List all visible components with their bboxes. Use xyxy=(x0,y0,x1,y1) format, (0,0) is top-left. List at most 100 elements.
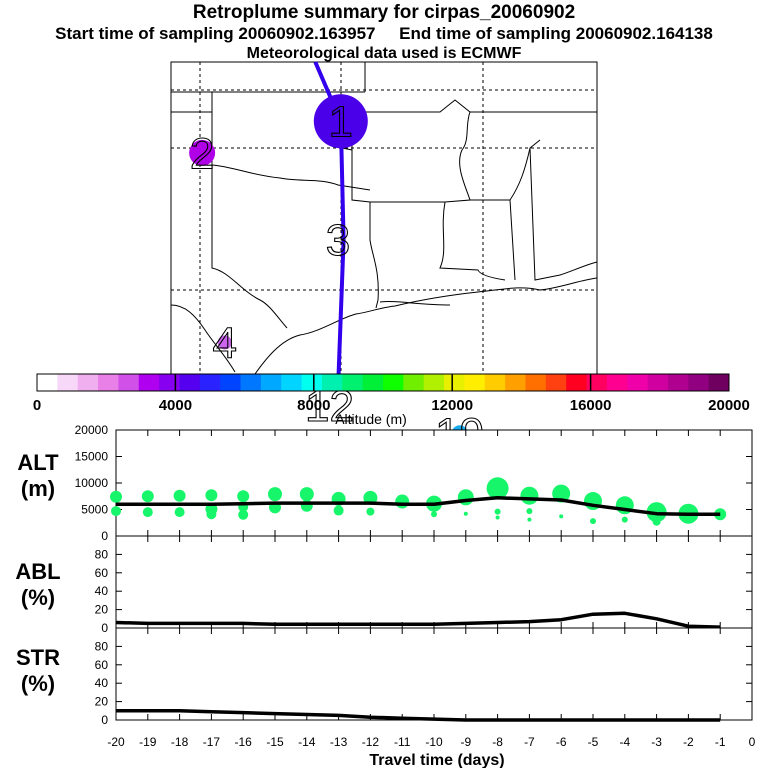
colorbar-swatch xyxy=(321,374,343,391)
y-tick-label: 0 xyxy=(101,621,108,635)
y-tick-label: 60 xyxy=(95,658,109,672)
colorbar-tick-label: 16000 xyxy=(570,397,612,414)
colorbar-swatch xyxy=(545,374,567,391)
colorbar-swatch xyxy=(586,374,608,391)
colorbar-outline xyxy=(36,373,730,392)
altitude-point xyxy=(494,508,501,515)
plume-marker-label: 3 xyxy=(326,216,350,265)
colorbar-swatch xyxy=(403,374,425,391)
colorbar-tick-label: 20000 xyxy=(708,397,750,414)
altitude-point xyxy=(431,511,437,518)
colorbar-swatch xyxy=(342,374,364,391)
plume-marker-2 xyxy=(189,139,216,166)
sampling-times: Start time of sampling 20060902.163957 E… xyxy=(0,24,768,44)
x-tick-label: -13 xyxy=(330,735,348,749)
trajectory-map: 12341219 xyxy=(170,61,598,459)
panel-abl: 0 20 40 60 80 ABL(%) xyxy=(15,535,753,635)
y-axis-label-unit: (%) xyxy=(21,671,55,696)
colorbar-swatch xyxy=(444,374,465,391)
colorbar-tick-label: 4000 xyxy=(159,397,192,414)
start-sampling-text: Start time of sampling 20060902.163957 xyxy=(55,24,376,43)
y-tick-label: 40 xyxy=(95,584,109,598)
y-tick-label: 0 xyxy=(101,529,108,543)
x-tick-label: -11 xyxy=(394,735,411,749)
y-tick-label: 20 xyxy=(95,603,109,617)
x-tick-label: -7 xyxy=(524,735,535,749)
altitude-point xyxy=(333,505,344,516)
altitude-point xyxy=(621,516,628,523)
colorbar-swatch xyxy=(708,374,730,391)
colorbar-swatch xyxy=(77,374,99,391)
plume-marker-label: 2 xyxy=(190,129,214,178)
y-axis-label-name: ABL xyxy=(15,559,60,584)
colorbar-swatch xyxy=(383,374,404,391)
x-axis-label: Travel time (days) xyxy=(369,752,504,768)
altitude-point xyxy=(495,515,500,520)
x-tick-label: -10 xyxy=(425,735,443,749)
y-tick-label: 20 xyxy=(95,695,109,709)
altitude-point xyxy=(141,490,154,503)
altitude-point xyxy=(238,509,249,520)
altitude-point xyxy=(363,490,378,505)
time-series-panels: 05000100001500020000ALT(m)020406080ABL(%… xyxy=(15,423,755,768)
y-tick-label: 60 xyxy=(95,566,109,580)
x-tick-label: -9 xyxy=(460,735,471,749)
y-tick-label: 5000 xyxy=(81,503,108,517)
colorbar-swatch xyxy=(362,374,384,391)
plume-marker-4 xyxy=(217,335,232,350)
colorbar-swatch xyxy=(688,374,710,391)
plume-trajectory-line xyxy=(313,61,346,390)
colorbar-swatch xyxy=(118,374,140,391)
altitude-point xyxy=(174,507,185,518)
altitude-point xyxy=(590,518,596,525)
x-tick-label: -19 xyxy=(139,735,157,749)
altitude-point xyxy=(237,490,250,503)
altitude-point xyxy=(395,494,410,509)
panel-alt: 0 5000 10000 15000 20000 ALT(m) xyxy=(17,423,753,543)
plume-marker-label: 1 xyxy=(329,98,353,147)
chart-title: Retroplume summary for cirpas_20060902 xyxy=(192,2,576,23)
colorbar-swatch xyxy=(505,374,526,391)
altitude-point xyxy=(520,486,539,505)
colorbar-swatch xyxy=(281,374,303,391)
x-tick-label: -15 xyxy=(266,735,284,749)
x-tick-label: -17 xyxy=(203,735,221,749)
y-axis-label-name: ALT xyxy=(17,450,59,475)
end-sampling-text: End time of sampling 20060902.164138 xyxy=(399,24,713,43)
y-tick-label: 80 xyxy=(95,547,109,561)
colorbar-tick-label: 12000 xyxy=(431,397,473,414)
map-frame xyxy=(170,61,598,375)
colorbar-swatch xyxy=(179,374,201,391)
colorbar-swatch xyxy=(138,374,160,391)
altitude-point xyxy=(299,487,314,502)
colorbar-swatch xyxy=(159,374,180,391)
altitude-point xyxy=(559,514,564,519)
x-tick-label: -2 xyxy=(683,735,694,749)
colorbar-swatch xyxy=(220,374,242,391)
altitude-point xyxy=(111,506,121,517)
y-tick-label: 20000 xyxy=(75,423,109,437)
altitude-point xyxy=(110,490,122,503)
colorbar-swatch xyxy=(57,374,79,391)
altitude-point xyxy=(526,508,533,515)
y-axis-label-unit: (m) xyxy=(21,476,55,501)
y-tick-label: 0 xyxy=(101,713,108,727)
series-line-str xyxy=(116,709,721,722)
colorbar-swatch xyxy=(199,374,221,391)
altitude-point xyxy=(206,509,217,520)
colorbar-swatch xyxy=(37,374,58,391)
x-tick-label: -14 xyxy=(298,735,316,749)
x-tick-label: -16 xyxy=(235,735,253,749)
colorbar-swatch xyxy=(667,374,689,391)
y-tick-label: 15000 xyxy=(75,450,109,464)
colorbar-swatch xyxy=(647,374,669,391)
colorbar-swatch xyxy=(98,374,119,391)
altitude-colorbar: 0 4000 8000 12000 16000 20000 Altitude (m) xyxy=(33,373,750,427)
colorbar-swatch xyxy=(627,374,649,391)
x-tick-label: -5 xyxy=(588,735,599,749)
colorbar-swatch xyxy=(464,374,486,391)
y-tick-label: 40 xyxy=(95,676,109,690)
met-data-note: Meteorological data used is ECMWF xyxy=(246,45,522,62)
